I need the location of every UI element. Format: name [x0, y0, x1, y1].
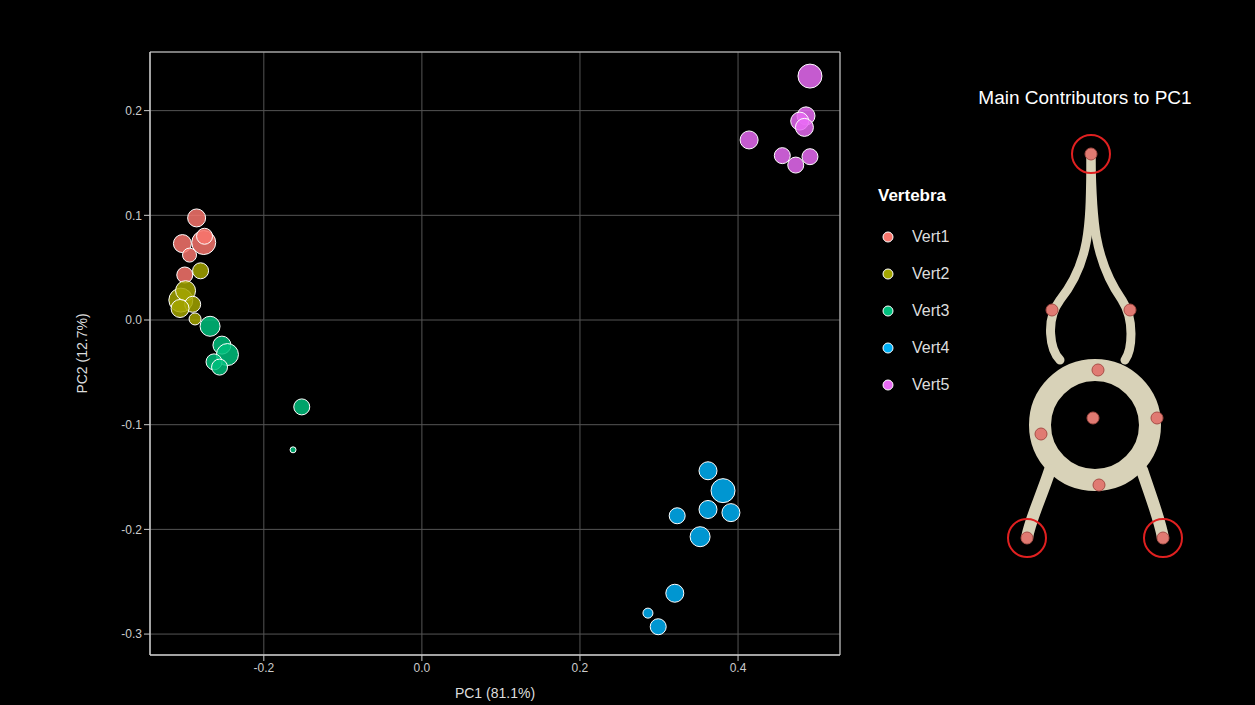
svg-text:0.0: 0.0 [414, 661, 431, 675]
html-text:Vert1: Vert1 [912, 227, 950, 245]
svg-text:0.2: 0.2 [125, 104, 142, 118]
svg-text:PC1 (81.1%): PC1 (81.1%) [455, 685, 535, 701]
html-text:Vert2: Vert2 [912, 264, 950, 282]
html-text:Vertebra: Vertebra [878, 186, 946, 205]
html-text:Vert4: Vert4 [912, 338, 950, 356]
svg-text:PC2 (12.7%): PC2 (12.7%) [74, 313, 90, 393]
svg-text:Main Contributors to PC1: Main Contributors to PC1 [978, 87, 1191, 108]
svg-text:-0.1: -0.1 [121, 418, 142, 432]
svg-text:-0.2: -0.2 [121, 523, 142, 537]
svg-text:-0.2: -0.2 [253, 661, 274, 675]
html-text:Vert5: Vert5 [912, 375, 950, 393]
html-text:Vert3: Vert3 [912, 301, 950, 319]
svg-text:0.4: 0.4 [730, 661, 747, 675]
svg-text:-0.3: -0.3 [121, 627, 142, 641]
svg-text:0.1: 0.1 [125, 209, 142, 223]
svg-text:0.2: 0.2 [572, 661, 589, 675]
svg-text:0.0: 0.0 [125, 313, 142, 327]
